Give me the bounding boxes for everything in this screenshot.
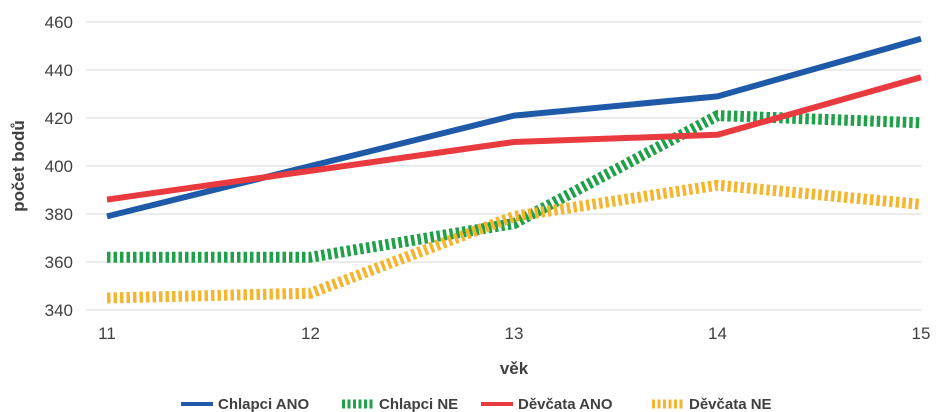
gridlines xyxy=(86,21,921,311)
x-tick-label: 12 xyxy=(301,324,320,343)
legend-label: Chlapci ANO xyxy=(218,396,309,412)
y-axis-title: počet bodů xyxy=(9,120,28,212)
legend-label: Chlapci NE xyxy=(379,396,458,412)
x-tick-label: 11 xyxy=(98,324,116,343)
y-tick-label: 440 xyxy=(45,61,73,80)
y-tick-label: 380 xyxy=(45,205,73,224)
legend: Chlapci ANO Chlapci NE Děvčata ANO Děvčata … xyxy=(181,396,772,412)
series-line xyxy=(107,110,922,263)
x-tick-label: 14 xyxy=(708,324,727,343)
series-line xyxy=(106,74,922,203)
x-tick-label: 15 xyxy=(912,324,931,343)
y-axis-ticks: 340 360 380 400 420 440 460 xyxy=(45,13,73,320)
y-tick-label: 360 xyxy=(45,253,73,272)
legend-label: Děvčata ANO xyxy=(518,396,613,412)
y-tick-label: 340 xyxy=(45,301,73,320)
x-tick-label: 13 xyxy=(505,324,524,343)
y-tick-label: 460 xyxy=(45,13,73,32)
x-axis-ticks: 11 12 13 14 15 xyxy=(98,324,930,343)
x-axis-title: věk xyxy=(500,359,529,378)
y-tick-label: 420 xyxy=(45,109,73,128)
legend-label: Děvčata NE xyxy=(689,396,772,412)
series-line xyxy=(106,35,922,220)
y-tick-label: 400 xyxy=(45,157,73,176)
series-line xyxy=(106,179,922,304)
series-lines xyxy=(106,35,922,304)
